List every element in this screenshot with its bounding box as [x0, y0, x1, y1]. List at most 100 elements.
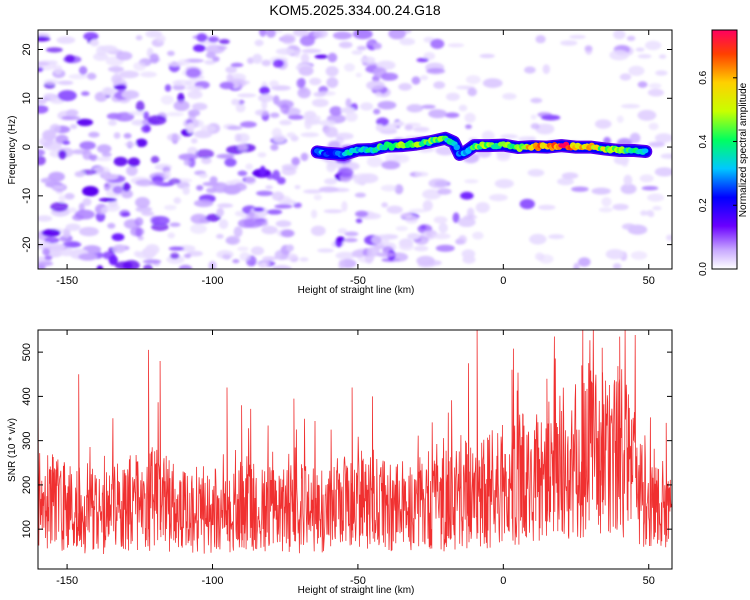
heatmap-noise-blob: [420, 224, 427, 230]
heatmap-noise-blob: [654, 167, 672, 177]
heatmap-noise-blob: [262, 256, 278, 261]
heatmap-noise-blob: [561, 172, 579, 179]
heatmap-noise-blob: [237, 143, 248, 152]
heatmap-y-tick-label: 0: [21, 144, 33, 150]
heatmap-noise-blob: [272, 265, 292, 269]
heatmap-noise-blob: [78, 253, 98, 261]
heatmap-noise-blob: [637, 54, 652, 59]
heatmap-noise-blob: [168, 178, 181, 185]
heatmap-noise-blob: [57, 80, 74, 86]
snr-y-tick-label: 400: [21, 387, 33, 405]
heatmap-noise-blob: [238, 99, 245, 105]
heatmap-noise-blob: [145, 244, 160, 255]
heatmap-noise-blob: [381, 202, 388, 208]
heatmap-noise-blob: [273, 133, 286, 143]
heatmap-noise-blob: [38, 67, 44, 72]
heatmap-noise-blob: [351, 249, 366, 258]
snr-y-axis-label: SNR (10 * v/v): [7, 418, 18, 482]
heatmap-noise-blob: [141, 124, 151, 133]
heatmap-noise-blob: [103, 183, 111, 191]
heatmap-noise-blob: [560, 40, 578, 46]
heatmap-noise-blob: [326, 77, 339, 88]
heatmap-noise-blob: [332, 31, 353, 40]
heatmap-noise-blob: [65, 109, 79, 117]
snr-y-tick-label: 200: [21, 476, 33, 494]
heatmap-noise-blob: [79, 226, 99, 237]
heatmap-noise-blob: [265, 185, 273, 190]
heatmap-noise-blob: [193, 44, 206, 52]
heatmap-noise-blob: [62, 228, 71, 239]
heatmap-noise-blob: [609, 50, 629, 61]
heatmap-noise-blob: [433, 81, 446, 89]
heatmap-noise-blob: [248, 211, 255, 218]
heatmap-noise-blob: [542, 64, 550, 75]
heatmap-noise-blob: [335, 132, 354, 140]
snr-y-ticks: 100 200 300 400 500: [21, 343, 672, 538]
heatmap-noise-blob: [67, 207, 77, 213]
heatmap-noise-blob: [192, 102, 208, 111]
heatmap-noise-blob: [187, 90, 203, 99]
heatmap-noise-blob: [460, 191, 474, 200]
heatmap-noise-blob: [458, 235, 467, 245]
heatmap-noise-blob: [232, 259, 240, 264]
heatmap-noise-blob: [38, 241, 52, 250]
heatmap-noise-blob: [413, 245, 429, 252]
snr-x-tick-label: -100: [201, 575, 223, 587]
heatmap-noise-blob: [428, 178, 449, 189]
heatmap-noise-blob: [432, 233, 451, 240]
heatmap-noise-blob: [74, 171, 85, 178]
heatmap-noise-blob: [140, 71, 157, 78]
heatmap-noise-blob: [82, 186, 99, 197]
heatmap-noise-blob: [371, 234, 390, 246]
heatmap-noise-blob: [466, 207, 475, 218]
heatmap-noise-blob: [101, 152, 112, 157]
heatmap-noise-blob: [319, 119, 336, 127]
heatmap-noise-blob: [126, 165, 138, 176]
heatmap-noise-blob: [373, 108, 381, 115]
heatmap-noise-blob: [654, 133, 672, 143]
heatmap-noise-blob: [113, 156, 128, 167]
heatmap-noise-blob: [637, 109, 657, 121]
heatmap-noise-blob: [216, 153, 235, 159]
heatmap-noise-blob: [422, 189, 442, 200]
heatmap-noise-blob: [303, 189, 323, 194]
heatmap-noise-blob: [167, 133, 182, 142]
heatmap-noise-blob: [261, 225, 278, 235]
heatmap-noise-blob: [458, 104, 468, 112]
heatmap-noise-blob: [398, 242, 414, 251]
heatmap-noise-blob: [234, 133, 242, 142]
heatmap-noise-blob: [578, 257, 591, 267]
heatmap-noise-blob: [262, 93, 269, 102]
heatmap-noise-blob: [640, 210, 648, 216]
heatmap-noise-blob: [207, 36, 220, 43]
heatmap-noise-blob: [355, 210, 369, 218]
heatmap-noise-blob: [388, 30, 406, 40]
heatmap-noise-blob: [258, 262, 268, 268]
heatmap-noise-blob: [61, 115, 81, 121]
heatmap-x-tick-label: -100: [201, 275, 223, 287]
heatmap-x-ticks: -150 -100 -50 0 50: [56, 30, 655, 287]
heatmap-noise-blob: [630, 251, 648, 260]
heatmap-noise-blob: [123, 133, 132, 139]
heatmap-noise-blob: [380, 72, 399, 81]
heatmap-noise-blob: [45, 248, 63, 258]
heatmap-noise-blob: [280, 229, 295, 238]
heatmap-noise-blob: [354, 192, 366, 198]
heatmap-noise-blob: [628, 65, 645, 76]
heatmap-noise-blob: [122, 182, 131, 192]
heatmap-noise-blob: [360, 102, 374, 111]
heatmap-noise-blob: [64, 54, 75, 63]
heatmap-noise-blob: [43, 93, 56, 99]
heatmap-noise-blob: [88, 131, 100, 138]
snr-series-line: [38, 330, 672, 555]
heatmap-noise-blob: [252, 53, 263, 64]
heatmap-noise-blob: [281, 33, 296, 45]
heatmap-noise-blob: [169, 222, 181, 227]
heatmap-x-tick-label: 0: [500, 275, 506, 287]
heatmap-noise-blob: [137, 235, 144, 241]
heatmap-noise-blob: [169, 252, 180, 259]
heatmap-noise-blob: [343, 238, 358, 243]
heatmap-noise-blob: [300, 152, 309, 162]
heatmap-noise-blob: [372, 42, 382, 50]
